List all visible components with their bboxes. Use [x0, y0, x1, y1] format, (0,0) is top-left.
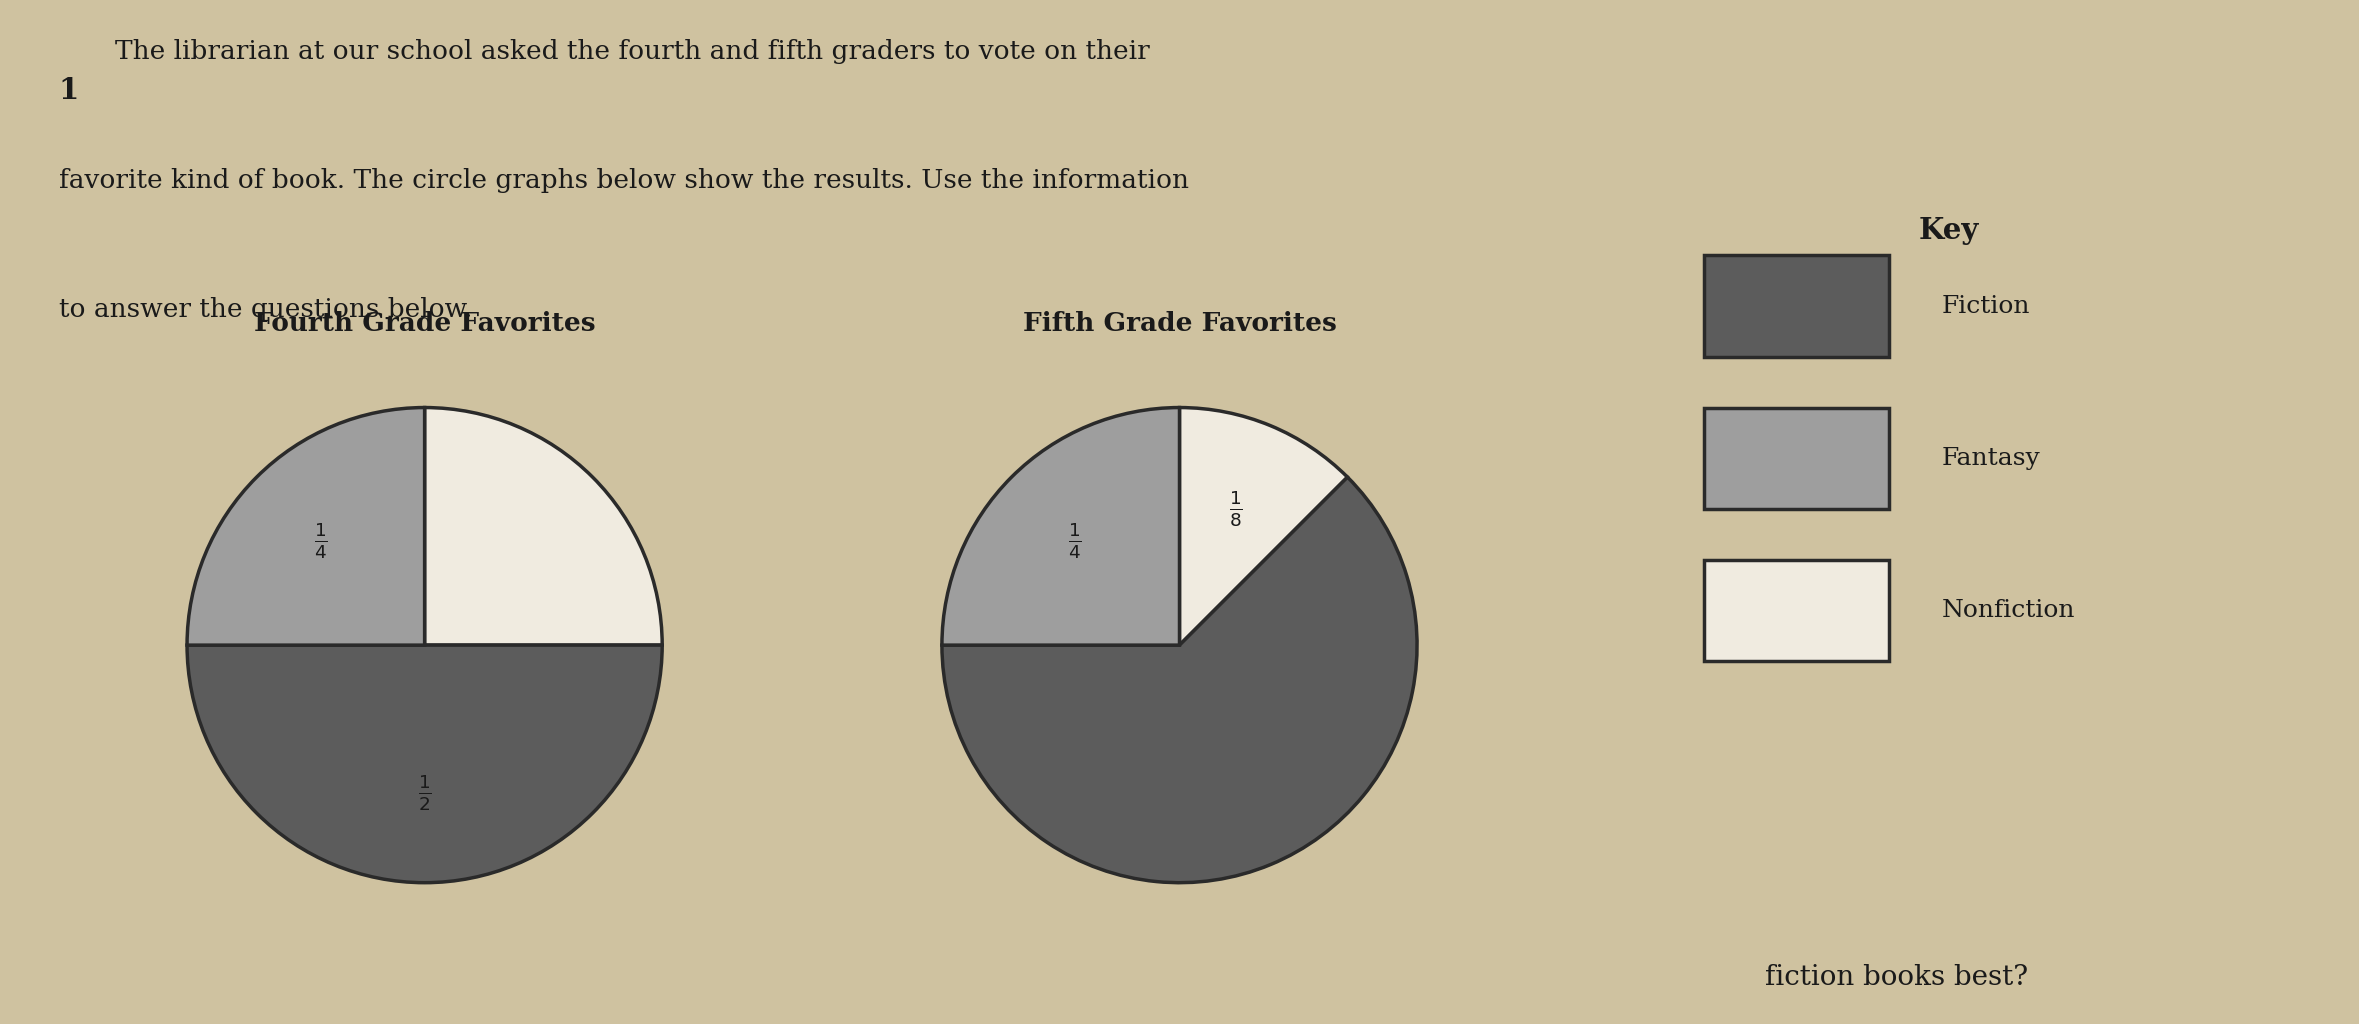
Wedge shape [425, 408, 663, 645]
Bar [1703, 559, 1890, 662]
Text: fiction books best?: fiction books best? [1765, 965, 2029, 991]
Title: Fifth Grade Favorites: Fifth Grade Favorites [1021, 311, 1338, 337]
Text: 1: 1 [59, 76, 78, 104]
Title: Fourth Grade Favorites: Fourth Grade Favorites [255, 311, 594, 337]
Wedge shape [1180, 408, 1347, 645]
Text: Nonfiction: Nonfiction [1941, 599, 2076, 622]
Text: Fantasy: Fantasy [1941, 446, 2041, 470]
Bar [1703, 256, 1890, 357]
Text: $\frac{1}{8}$: $\frac{1}{8}$ [1229, 488, 1243, 529]
Bar [1703, 408, 1890, 509]
Text: $\frac{1}{4}$: $\frac{1}{4}$ [1069, 521, 1083, 561]
Text: The librarian at our school asked the fourth and fifth graders to vote on their: The librarian at our school asked the fo… [116, 39, 1149, 63]
Wedge shape [186, 645, 663, 883]
Wedge shape [941, 408, 1180, 645]
Wedge shape [941, 477, 1418, 883]
Text: favorite kind of book. The circle graphs below show the results. Use the informa: favorite kind of book. The circle graphs… [59, 168, 1189, 193]
Text: Key: Key [1918, 216, 1979, 245]
Text: $\frac{1}{4}$: $\frac{1}{4}$ [314, 521, 328, 561]
Text: $\frac{1}{2}$: $\frac{1}{2}$ [418, 772, 432, 812]
Text: Fiction: Fiction [1941, 295, 2031, 317]
Text: to answer the questions below.: to answer the questions below. [59, 297, 472, 322]
Wedge shape [186, 408, 425, 645]
